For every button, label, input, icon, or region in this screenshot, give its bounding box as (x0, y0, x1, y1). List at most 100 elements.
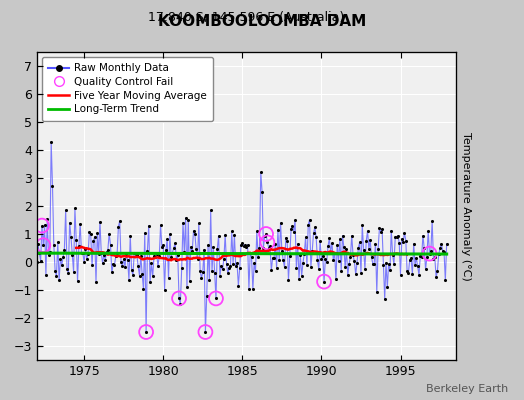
Point (352, 271, 360, 278)
Point (363, 228, 372, 234)
Point (172, 256, 181, 263)
Point (39, 242, 48, 248)
Point (258, 189, 266, 195)
Point (71, 205, 79, 212)
Point (275, 257, 283, 264)
Point (137, 253, 145, 259)
Point (403, 268, 411, 274)
Point (112, 253, 120, 259)
Point (101, 257, 110, 263)
Point (425, 250, 434, 257)
Point (359, 247, 368, 253)
Point (416, 253, 424, 260)
Point (237, 242, 245, 248)
Point (171, 240, 179, 246)
Point (81, 246, 90, 253)
Point (361, 265, 369, 272)
Point (307, 264, 315, 270)
Point (340, 244, 348, 250)
Point (336, 236, 344, 242)
Point (341, 264, 350, 270)
Point (263, 239, 271, 246)
Point (209, 244, 217, 250)
Point (395, 240, 403, 246)
Point (296, 252, 304, 259)
Point (96, 218, 104, 225)
Point (155, 253, 163, 259)
Point (235, 265, 244, 272)
Point (132, 251, 140, 257)
Point (308, 248, 316, 255)
Point (225, 265, 233, 271)
Point (334, 257, 343, 264)
Point (311, 224, 319, 231)
Point (52, 272, 61, 279)
Point (170, 245, 178, 251)
Point (250, 260, 258, 266)
Point (212, 295, 220, 302)
Point (287, 226, 296, 232)
Point (60, 246, 69, 253)
Point (249, 286, 257, 292)
Point (38, 222, 46, 229)
Point (326, 249, 335, 255)
Text: KOOMBOOLOOMBA DAM: KOOMBOOLOOMBA DAM (158, 14, 366, 29)
Point (285, 276, 293, 283)
Point (421, 266, 430, 273)
Point (156, 222, 165, 228)
Point (265, 244, 273, 251)
Point (203, 292, 211, 299)
Point (220, 256, 228, 262)
Point (433, 268, 442, 274)
Title: 17.840 S, 145.596 E (Australia): 17.840 S, 145.596 E (Australia) (148, 12, 344, 24)
Point (230, 232, 238, 238)
Point (181, 214, 190, 221)
Point (58, 262, 66, 268)
Point (216, 273, 224, 279)
Point (321, 256, 330, 262)
Point (347, 232, 356, 239)
Point (50, 242, 58, 248)
Point (358, 222, 366, 228)
Point (42, 272, 50, 278)
Point (78, 250, 86, 257)
Point (83, 256, 91, 262)
Point (224, 270, 232, 277)
Point (354, 245, 363, 251)
Point (214, 232, 223, 239)
Point (387, 227, 396, 234)
Point (142, 329, 150, 335)
Point (185, 278, 194, 284)
Point (234, 282, 243, 289)
Point (39, 242, 48, 248)
Point (419, 232, 427, 239)
Point (194, 220, 203, 227)
Point (391, 234, 399, 240)
Point (208, 268, 216, 274)
Point (267, 267, 276, 274)
Point (420, 245, 429, 252)
Point (122, 251, 130, 257)
Point (288, 223, 297, 230)
Point (319, 252, 327, 259)
Point (92, 279, 100, 285)
Point (63, 265, 71, 272)
Point (205, 277, 214, 284)
Point (89, 238, 97, 244)
Point (91, 233, 99, 240)
Point (117, 259, 125, 266)
Point (320, 278, 328, 285)
Point (73, 278, 82, 284)
Point (53, 239, 62, 245)
Point (135, 272, 144, 279)
Point (280, 264, 289, 270)
Point (304, 222, 312, 228)
Point (286, 253, 294, 259)
Point (139, 286, 148, 292)
Point (148, 273, 157, 280)
Point (412, 255, 421, 261)
Point (140, 230, 149, 236)
Point (143, 248, 151, 254)
Point (125, 277, 133, 283)
Point (104, 247, 112, 253)
